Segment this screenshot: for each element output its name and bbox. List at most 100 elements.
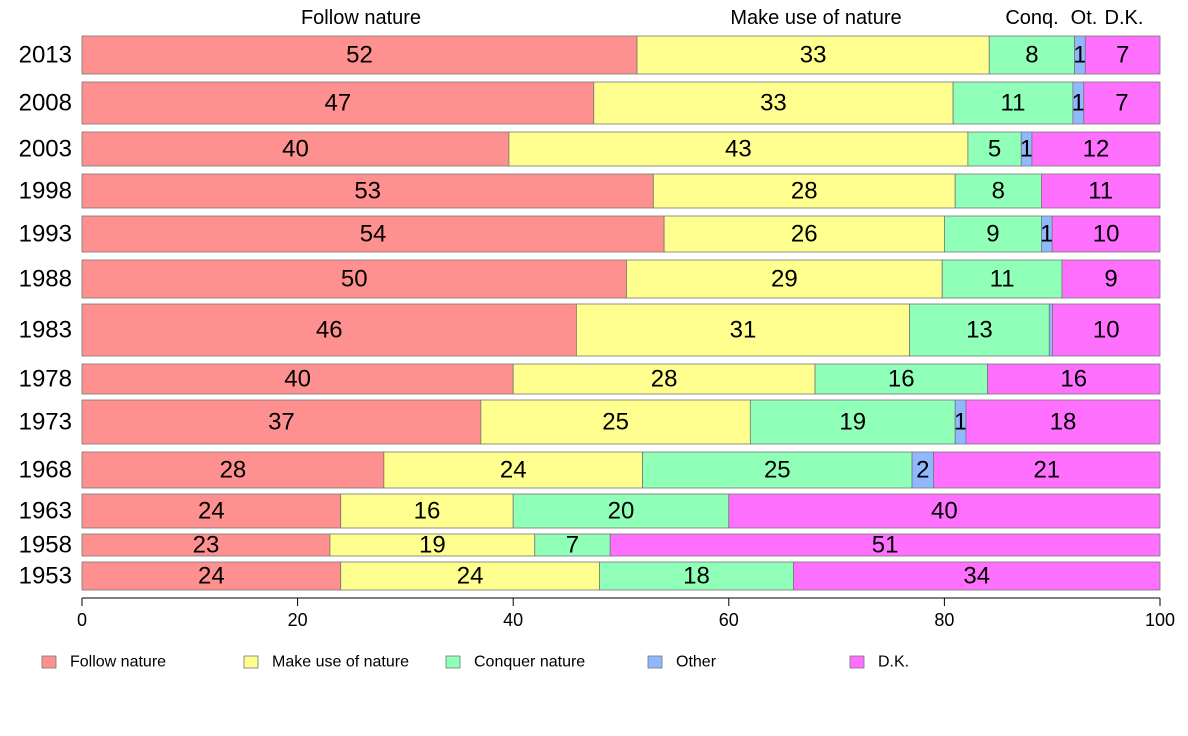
legend-label: Other <box>676 654 717 671</box>
bar-segment <box>988 35 1076 75</box>
bar-segment <box>81 493 342 529</box>
segment-label: 33 <box>760 90 787 117</box>
bar-segment <box>575 303 910 357</box>
bar-segment <box>1052 303 1161 357</box>
segment-label: 19 <box>839 409 866 436</box>
segment-label: 24 <box>198 563 225 590</box>
bar-segment <box>81 131 510 167</box>
segment-label: 54 <box>360 221 387 248</box>
segment-label: 28 <box>220 457 247 484</box>
segment-label: 31 <box>730 317 757 344</box>
legend-swatch <box>243 655 259 669</box>
bar-segment <box>81 259 627 299</box>
segment-label: 9 <box>1104 266 1117 293</box>
bar-segment <box>626 259 943 299</box>
bar-segment <box>599 561 794 591</box>
year-label: 1988 <box>19 266 72 293</box>
year-label: 2013 <box>19 42 72 69</box>
segment-label: 26 <box>791 221 818 248</box>
segment-label: 12 <box>1083 136 1110 163</box>
segment-label: 28 <box>791 178 818 205</box>
bar-segment <box>933 451 1161 489</box>
segment-label: 25 <box>764 457 791 484</box>
bar-segment <box>952 81 1074 125</box>
segment-label: 51 <box>872 532 899 559</box>
bar-segment <box>1048 303 1053 357</box>
segment-label: 16 <box>888 366 915 393</box>
bar-segment <box>663 215 945 253</box>
bar-segment <box>944 215 1042 253</box>
segment-label: 1 <box>1073 42 1086 69</box>
bar-segment <box>81 451 385 489</box>
segment-label: 37 <box>268 409 295 436</box>
segment-label: 50 <box>341 266 368 293</box>
segment-label: 24 <box>198 498 225 525</box>
legend-swatch <box>41 655 57 669</box>
bar-segment <box>1061 259 1161 299</box>
year-label: 2003 <box>19 136 72 163</box>
legend-label: Follow nature <box>70 654 166 671</box>
year-label: 1993 <box>19 221 72 248</box>
bar-segment <box>1084 35 1161 75</box>
bar-segment <box>749 399 956 445</box>
segment-label: 7 <box>1116 42 1129 69</box>
bar-segment <box>965 399 1161 445</box>
top-series-label: Conq. <box>1005 7 1058 29</box>
x-tick-label: 100 <box>1145 610 1175 630</box>
segment-label: 19 <box>419 532 446 559</box>
bar-segment <box>987 363 1161 395</box>
bar-segment <box>1051 215 1161 253</box>
segment-label: 8 <box>1025 42 1038 69</box>
segment-label: 52 <box>346 42 373 69</box>
year-label: 1963 <box>19 498 72 525</box>
bar-segment <box>383 451 643 489</box>
year-label: 1983 <box>19 317 72 344</box>
year-label: 1953 <box>19 563 72 590</box>
top-series-label: Make use of nature <box>730 7 901 29</box>
segment-label: 11 <box>1088 178 1113 205</box>
x-tick-label: 60 <box>719 610 739 630</box>
bar-segment <box>642 451 913 489</box>
bar-segment <box>967 131 1022 167</box>
segment-label: 29 <box>771 266 798 293</box>
legend-label: Make use of nature <box>272 654 409 671</box>
x-tick-label: 20 <box>288 610 308 630</box>
legend-label: Conquer nature <box>474 654 585 671</box>
legend-label: D.K. <box>878 654 909 671</box>
segment-label: 10 <box>1093 317 1120 344</box>
bar-segment <box>81 561 342 591</box>
segment-label: 46 <box>316 317 343 344</box>
segment-label: 5 <box>988 136 1001 163</box>
bar-segment <box>512 493 730 529</box>
x-tick-label: 0 <box>77 610 87 630</box>
bar-segment <box>81 81 595 125</box>
segment-label: 10 <box>1093 221 1120 248</box>
legend-swatch <box>445 655 461 669</box>
segment-label: 18 <box>1050 409 1077 436</box>
segment-label: 7 <box>1115 90 1128 117</box>
segment-label: 9 <box>986 221 999 248</box>
bar-segment <box>941 259 1063 299</box>
segment-label: 34 <box>963 563 990 590</box>
segment-label: 8 <box>992 178 1005 205</box>
top-series-label: D.K. <box>1105 7 1144 29</box>
bar-segment <box>909 303 1050 357</box>
segment-label: 28 <box>651 366 678 393</box>
year-label: 1973 <box>19 409 72 436</box>
bar-segment <box>814 363 988 395</box>
x-tick-label: 80 <box>934 610 954 630</box>
bar-segment <box>593 81 954 125</box>
year-label: 1968 <box>19 457 72 484</box>
bar-segment <box>81 173 654 209</box>
top-series-label: Follow nature <box>301 7 421 29</box>
segment-label: 16 <box>414 498 441 525</box>
year-label: 1958 <box>19 532 72 559</box>
legend-swatch <box>647 655 663 669</box>
bar-segment <box>340 493 514 529</box>
segment-label: 33 <box>800 42 827 69</box>
segment-label: 1 <box>1072 90 1085 117</box>
bar-segment <box>480 399 751 445</box>
bar-segment <box>636 35 990 75</box>
segment-label: 47 <box>325 90 352 117</box>
bar-segment <box>81 35 638 75</box>
